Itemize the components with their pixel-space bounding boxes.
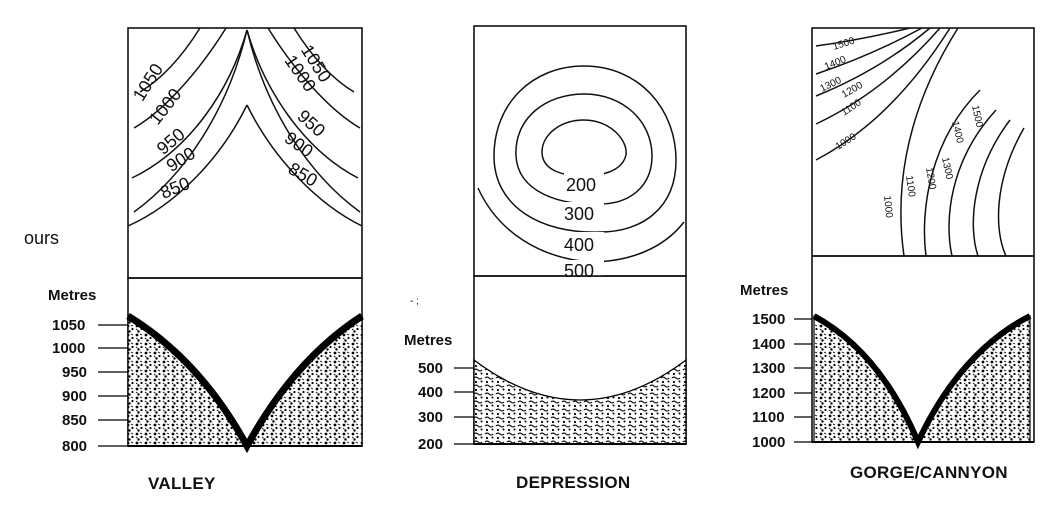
gorge-contour-line: [815, 27, 951, 161]
valley-contour-line: [246, 29, 359, 179]
valley-contour-line: [293, 27, 355, 93]
valley-contour-map: 1050 1000 950 900 850 1050 1000 950 900 …: [127, 27, 363, 279]
side-label: ours: [24, 228, 59, 248]
gorge-contour-line: [923, 89, 981, 257]
valley-contour-label: 850: [285, 158, 321, 190]
valley-axis-tick: 800: [62, 438, 87, 455]
gorge-contour-label: 1100: [840, 97, 864, 118]
valley-cross-section: Metres 1050 1000 950 900 850 800: [48, 277, 364, 455]
gorge-axis-tick: 1500: [752, 311, 785, 328]
valley-contour-line: [246, 104, 363, 227]
gorge-contour-line: [972, 119, 1011, 257]
valley-contour-label: 850: [157, 173, 192, 203]
gorge-contour-map: 1500 1400 1300 1200 1100 1000 1500 1400 …: [811, 27, 1035, 257]
gorge-contour-line: [815, 27, 923, 75]
gorge-contour-line: [815, 27, 911, 47]
gorge-contour-label: 1400: [949, 120, 965, 145]
valley-axis: 1050 1000 950 900 850 800: [52, 317, 128, 455]
gorge-axis-tick: 1100: [752, 409, 785, 426]
gorge-cross-section: Metres 1500 1400 1300 1200 1100 1000: [740, 255, 1035, 451]
valley-profile: [127, 314, 363, 448]
gorge-contour-label: 1300: [939, 156, 954, 180]
depression-panel: 200 300 400 500 Metres 500 400 300 200 D…: [404, 25, 687, 492]
gorge-contour-line: [997, 127, 1025, 257]
valley-axis-tick: 950: [62, 364, 87, 381]
valley-contour-line: [246, 29, 361, 213]
depression-contour-label: 200: [566, 175, 596, 195]
valley-contour-line: [267, 27, 361, 129]
gorge-contour-label: 1500: [969, 104, 984, 128]
gorge-contour-label: 1400: [823, 54, 848, 73]
valley-panel: 1050 1000 950 900 850 1050 1000 950 900 …: [48, 27, 364, 493]
gorge-axis-tick: 1200: [752, 385, 785, 402]
gorge-axis: 1500 1400 1300 1200 1100 1000: [752, 311, 812, 451]
depression-contour-label: 400: [564, 235, 594, 255]
gorge-contour-line: [900, 27, 959, 257]
valley-axis-unit: Metres: [48, 287, 96, 304]
valley-contour-line: [127, 104, 248, 227]
gorge-contour-label: 1200: [923, 167, 938, 191]
gorge-contour-label: 1100: [903, 175, 917, 198]
gorge-contour-label: 1000: [881, 195, 894, 219]
gorge-axis-tick: 1300: [752, 360, 785, 377]
gorge-contour-line: [815, 27, 931, 97]
depression-axis-unit: Metres: [404, 332, 452, 349]
depression-caption: DEPRESSION: [516, 473, 630, 492]
gorge-contour-label: 1500: [832, 35, 857, 52]
valley-contour-line: [133, 27, 227, 129]
depression-axis-tick: 400: [418, 384, 443, 401]
valley-axis-tick: 1000: [52, 340, 85, 357]
gorge-axis-tick: 1000: [752, 434, 785, 451]
valley-caption: VALLEY: [148, 474, 216, 493]
stray-mark: - ;: [410, 296, 419, 307]
depression-axis-tick: 500: [418, 360, 443, 377]
depression-profile: [473, 358, 687, 445]
valley-axis-tick: 900: [62, 388, 87, 405]
gorge-panel: 1500 1400 1300 1200 1100 1000 1500 1400 …: [740, 27, 1035, 482]
valley-axis-tick: 850: [62, 412, 87, 429]
gorge-contour-line: [815, 27, 941, 125]
depression-axis-tick: 200: [418, 436, 443, 453]
valley-contour-line: [139, 27, 201, 93]
depression-cross-section: Metres 500 400 300 200: [404, 275, 687, 453]
depression-contour-map: 200 300 400 500: [473, 25, 687, 281]
depression-contour-line: [541, 119, 627, 177]
gorge-axis-unit: Metres: [740, 282, 788, 299]
gorge-caption: GORGE/CANNYON: [850, 463, 1008, 482]
depression-contour-label: 500: [564, 261, 594, 281]
valley-contour-line: [131, 29, 248, 179]
valley-axis-tick: 1050: [52, 317, 85, 334]
gorge-contour-line: [948, 109, 997, 257]
depression-contour-label: 300: [564, 204, 594, 224]
gorge-axis-tick: 1400: [752, 336, 785, 353]
valley-contour-line: [133, 29, 248, 213]
depression-axis-tick: 300: [418, 409, 443, 426]
depression-axis: 500 400 300 200: [418, 360, 474, 453]
